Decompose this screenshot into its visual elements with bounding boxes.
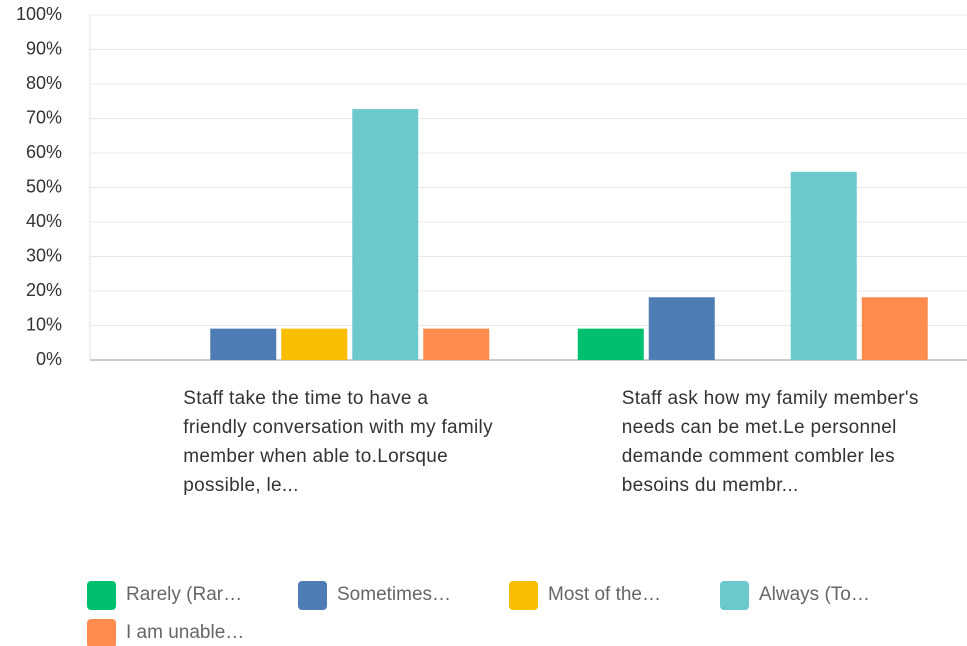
- legend-label: Most of the…: [548, 584, 661, 605]
- y-tick-label: 70%: [26, 107, 62, 127]
- x-tick-label: Staff take the time to have a friendly c…: [183, 388, 493, 496]
- legend-swatch: [87, 580, 116, 610]
- y-tick-label: 10%: [26, 314, 62, 334]
- y-tick-label: 90%: [26, 38, 62, 58]
- y-tick-label: 40%: [26, 211, 62, 231]
- legend-item: Sometimes…: [298, 580, 451, 610]
- y-tick-label: 80%: [26, 73, 62, 93]
- y-tick-label: 30%: [26, 245, 62, 265]
- legend-item: Most of the…: [509, 580, 661, 610]
- y-tick-label: 50%: [26, 176, 62, 196]
- bar: [210, 328, 277, 360]
- legend-item: I am unable…: [87, 618, 244, 646]
- legend-label: Rarely (Rar…: [126, 584, 243, 605]
- legend-label: I am unable…: [126, 622, 245, 643]
- bar: [423, 328, 490, 360]
- legend-swatch: [87, 618, 116, 646]
- y-tick-label: 60%: [26, 142, 62, 162]
- legend-label: Always (To…: [759, 584, 870, 605]
- legend-swatch: [720, 580, 749, 610]
- bar: [861, 297, 928, 360]
- bar: [352, 109, 419, 360]
- bar: [281, 328, 348, 360]
- y-tick-label: 20%: [26, 280, 62, 300]
- y-tick-label: 100%: [16, 4, 62, 24]
- x-tick-label: Staff ask how my family member's needs c…: [621, 388, 919, 496]
- y-tick-label: 0%: [36, 349, 62, 369]
- legend-item: Always (To…: [720, 580, 870, 610]
- legend-swatch: [509, 580, 538, 610]
- bar: [790, 171, 857, 360]
- bar: [577, 328, 644, 360]
- bar: [648, 297, 715, 360]
- legend-item: Rarely (Rar…: [87, 580, 242, 610]
- legend-label: Sometimes…: [337, 584, 452, 605]
- legend-swatch: [298, 580, 327, 610]
